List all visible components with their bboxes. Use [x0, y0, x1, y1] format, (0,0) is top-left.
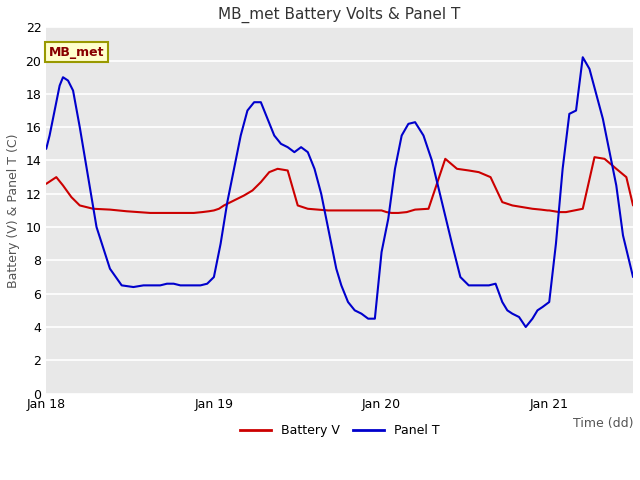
Y-axis label: Battery (V) & Panel T (C): Battery (V) & Panel T (C)	[7, 133, 20, 288]
Legend: Battery V, Panel T: Battery V, Panel T	[235, 420, 444, 442]
Text: MB_met: MB_met	[49, 46, 105, 59]
Title: MB_met Battery Volts & Panel T: MB_met Battery Volts & Panel T	[218, 7, 461, 23]
X-axis label: Time (dd): Time (dd)	[573, 417, 633, 430]
